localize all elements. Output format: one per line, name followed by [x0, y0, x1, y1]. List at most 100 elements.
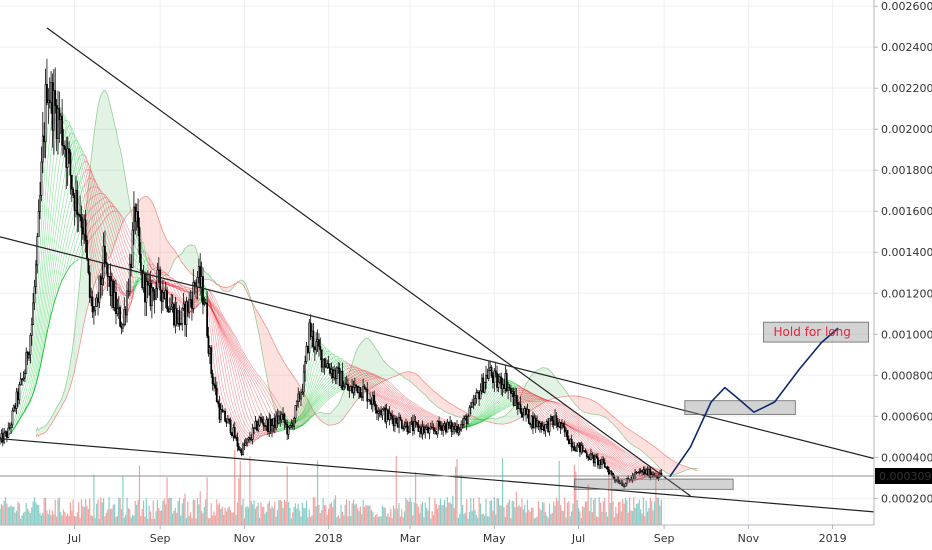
volume-bar — [604, 497, 606, 525]
ma-ribbon-line — [471, 419, 474, 422]
ma-ribbon-line — [379, 394, 382, 397]
cloud-segment — [650, 443, 652, 460]
ma-ribbon-line — [216, 346, 219, 358]
ma-ribbon-line — [540, 412, 543, 415]
volume-bar — [600, 502, 602, 525]
ma-ribbon-line — [227, 357, 230, 364]
ma-ribbon-line — [18, 410, 22, 416]
volume-bar — [503, 506, 505, 525]
cloud-segment — [542, 367, 545, 404]
volume-bar — [508, 499, 511, 525]
ma-ribbon-line — [81, 191, 84, 198]
volume-bar — [526, 499, 529, 525]
ma-ribbon-line — [20, 406, 23, 411]
ma-ribbon-line — [223, 375, 226, 384]
volume-bar — [479, 503, 482, 525]
ma-ribbon-line — [217, 340, 220, 352]
volume-bar — [568, 501, 570, 525]
ma-ribbon-line — [244, 436, 247, 438]
ma-ribbon-line — [579, 434, 582, 437]
ma-ribbon-line — [136, 245, 139, 256]
ma-ribbon-line — [521, 396, 524, 399]
volume-bar — [559, 504, 562, 525]
ma-ribbon-line — [470, 412, 473, 416]
ma-ribbon-line — [56, 216, 59, 227]
volume-bar — [7, 507, 9, 525]
ma-ribbon-line — [75, 141, 78, 147]
ma-ribbon-line — [379, 398, 382, 401]
volume-bar — [406, 500, 408, 525]
ma-ribbon-line — [46, 259, 49, 274]
ma-ribbon-line — [152, 279, 155, 286]
volume-bar — [326, 514, 328, 525]
ma-ribbon-line — [212, 311, 215, 319]
volume-bar — [17, 501, 19, 525]
volume-bar — [31, 507, 33, 525]
ma-ribbon-line — [629, 472, 632, 474]
ma-ribbon-line — [217, 389, 220, 398]
volume-bar — [616, 513, 618, 525]
ma-ribbon-line — [331, 355, 334, 360]
ma-ribbon-line — [618, 467, 621, 470]
ma-ribbon-line — [241, 416, 244, 421]
cloud-segment — [104, 90, 107, 263]
ma-ribbon-line — [43, 223, 46, 247]
ma-ribbon-line — [592, 447, 594, 450]
volume-bar — [515, 491, 517, 525]
ma-ribbon-line — [246, 435, 249, 438]
ma-ribbon-line — [24, 398, 27, 405]
ma-ribbon-line — [375, 391, 378, 393]
volume-bar — [587, 484, 589, 525]
volume-bar — [634, 507, 636, 525]
ma-ribbon-line — [477, 413, 480, 416]
ma-ribbon-line — [144, 251, 147, 254]
ma-ribbon-line — [332, 362, 335, 366]
ma-ribbon-line — [210, 306, 213, 312]
volume-bar — [67, 513, 69, 525]
ma-ribbon-line — [134, 280, 138, 288]
ma-ribbon-line — [487, 395, 490, 399]
ma-ribbon-line — [255, 436, 257, 438]
ma-ribbon-line — [324, 346, 327, 351]
volume-bar — [199, 491, 201, 525]
ma-ribbon-line — [634, 479, 637, 481]
ma-ribbon-line — [477, 406, 480, 409]
ma-ribbon-line — [568, 427, 571, 430]
volume-bar — [460, 474, 462, 525]
ma-ribbon-line — [320, 378, 322, 382]
ma-ribbon-line — [589, 442, 592, 444]
cloud-segment — [659, 450, 662, 470]
cloud-segment — [581, 396, 583, 412]
ma-ribbon-line — [72, 163, 75, 171]
ma-ribbon-line — [233, 395, 236, 403]
volume-bar — [328, 508, 330, 525]
ma-ribbon-line — [315, 385, 318, 389]
cloud-segment — [531, 373, 533, 410]
ma-ribbon-line — [231, 377, 234, 384]
ma-ribbon-line — [78, 187, 81, 196]
ma-ribbon-line — [572, 436, 575, 440]
volume-bar — [490, 500, 493, 525]
cloud-segment — [93, 124, 96, 287]
ma-ribbon-line — [328, 350, 331, 354]
ma-ribbon-line — [621, 470, 623, 472]
volume-bar — [646, 511, 649, 525]
ma-ribbon-line — [347, 377, 350, 380]
cloud-segment — [383, 361, 386, 381]
ma-ribbon-line — [578, 437, 581, 441]
cloud-segment — [563, 387, 565, 397]
volume-bar — [366, 505, 368, 525]
ma-ribbon-line — [61, 159, 64, 168]
volume-bar — [111, 508, 113, 525]
ma-ribbon-line — [18, 415, 22, 421]
cloud-segment — [439, 395, 441, 409]
ma-ribbon-line — [46, 276, 49, 290]
ma-ribbon-line — [246, 422, 249, 426]
volume-bar — [290, 518, 292, 525]
volume-bar — [471, 510, 473, 525]
cloud-segment — [429, 387, 431, 402]
ma-ribbon-line — [52, 182, 55, 198]
volume-bar — [645, 500, 647, 525]
ma-ribbon-line — [637, 477, 640, 479]
